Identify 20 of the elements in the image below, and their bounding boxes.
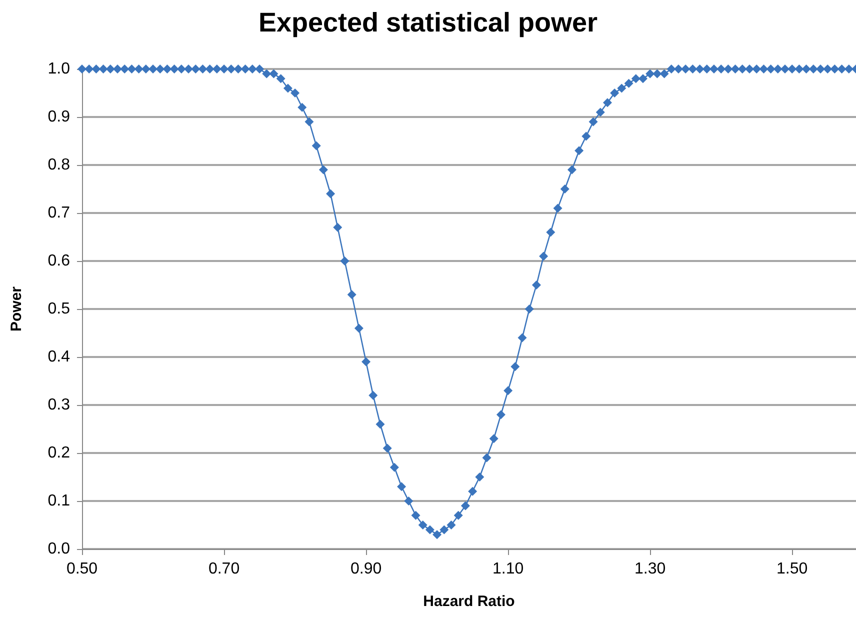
y-tick-label: 0.0: [48, 540, 70, 558]
x-tick-label: 0.90: [350, 560, 382, 578]
x-axis-title: Hazard Ratio: [423, 593, 515, 610]
y-tick-label: 0.5: [48, 300, 70, 318]
y-tick-label: 0.4: [48, 348, 70, 366]
x-tick-label: 1.30: [634, 560, 666, 578]
x-tick-label: 1.10: [492, 560, 524, 578]
y-tick-label: 0.2: [48, 444, 70, 462]
y-tick-label: 0.3: [48, 396, 70, 414]
y-tick-label: 1.0: [48, 60, 70, 78]
y-tick-label: 0.9: [48, 108, 70, 126]
y-tick-label: 0.7: [48, 204, 70, 222]
chart-title: Expected statistical power: [258, 8, 598, 38]
x-tick-label: 1.50: [776, 560, 808, 578]
y-tick-label: 0.6: [48, 252, 70, 270]
y-tick-label: 0.1: [48, 492, 70, 510]
y-tick-label: 0.8: [48, 156, 70, 174]
x-tick-label: 0.70: [208, 560, 240, 578]
x-tick-label: 0.50: [66, 560, 98, 578]
y-axis-title: Power: [8, 286, 25, 332]
